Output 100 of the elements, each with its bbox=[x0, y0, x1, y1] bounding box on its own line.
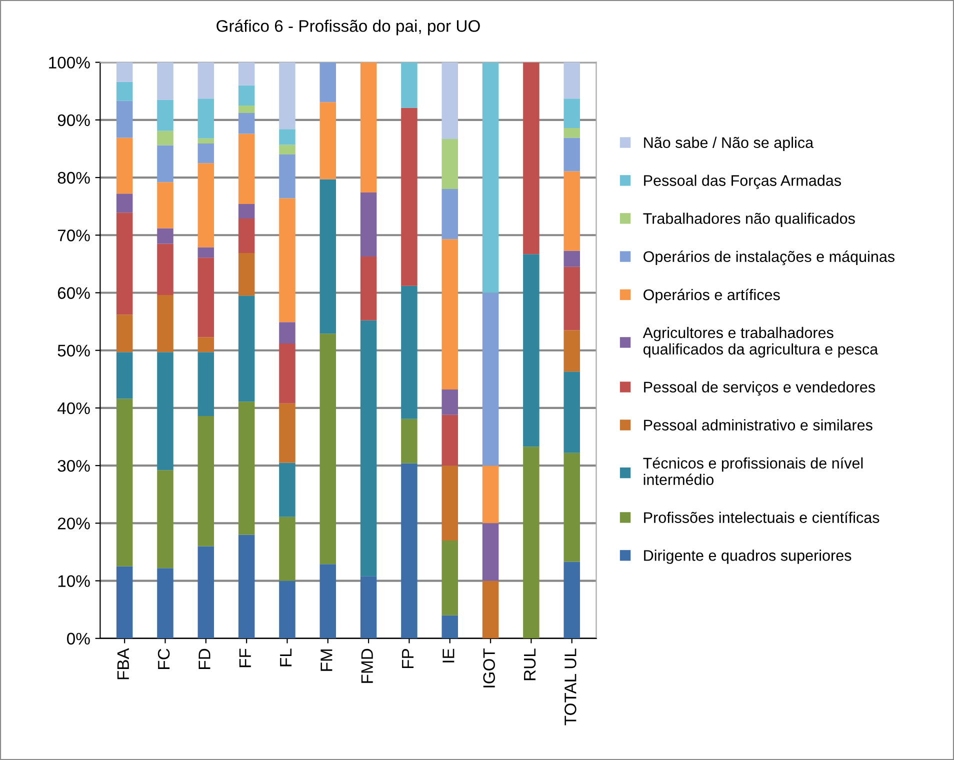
bar bbox=[401, 62, 418, 108]
legend-label: Profissões intelectuais e científicas bbox=[644, 512, 880, 523]
bar bbox=[116, 138, 133, 194]
y-tick-label: 80% bbox=[58, 172, 90, 184]
x-tick-label: FL bbox=[280, 648, 292, 666]
bar bbox=[320, 62, 336, 102]
bar bbox=[198, 337, 214, 352]
bar bbox=[157, 295, 174, 352]
x-tick-label: RUL bbox=[524, 648, 536, 680]
bar bbox=[279, 129, 296, 145]
bar bbox=[198, 258, 214, 338]
x-tick-label: FC bbox=[158, 648, 170, 669]
bar bbox=[116, 212, 133, 315]
bar bbox=[564, 138, 580, 172]
bar bbox=[564, 250, 580, 267]
bar bbox=[360, 62, 377, 193]
bar bbox=[238, 296, 255, 402]
bar bbox=[442, 189, 458, 240]
y-tick-label: 20% bbox=[58, 518, 90, 530]
x-tick-label: FP bbox=[402, 649, 414, 668]
legend-label: Agricultores e trabalhadores qualificados da agricultura e pesca bbox=[642, 326, 878, 358]
bar bbox=[482, 62, 499, 293]
chart-title: Gráfico 6 - Profissão do pai, por UO bbox=[216, 19, 480, 36]
y-tick-label: 100% bbox=[49, 56, 90, 69]
bar bbox=[401, 463, 418, 638]
bar bbox=[238, 402, 255, 535]
bar bbox=[360, 320, 377, 576]
y-tick-label: 90% bbox=[58, 114, 90, 126]
bar bbox=[279, 62, 296, 130]
bar bbox=[238, 113, 255, 134]
bar bbox=[442, 414, 458, 466]
legend-label: Pessoal das Forças Armadas bbox=[644, 174, 841, 190]
y-tick-label: 30% bbox=[58, 460, 90, 472]
bar bbox=[320, 102, 336, 180]
bar bbox=[523, 254, 540, 447]
bar bbox=[198, 352, 214, 416]
bar bbox=[157, 568, 174, 638]
bar bbox=[116, 566, 133, 638]
bar bbox=[564, 266, 580, 330]
bar bbox=[360, 256, 377, 320]
bar bbox=[279, 144, 296, 154]
y-tick-label: 60% bbox=[58, 287, 90, 299]
bar bbox=[116, 62, 133, 82]
bar bbox=[482, 580, 499, 638]
bar bbox=[116, 194, 133, 213]
x-tick-label: FM bbox=[320, 649, 332, 671]
x-tick-label: FD bbox=[198, 648, 210, 669]
legend-label: Não sabe / Não se aplica bbox=[644, 136, 814, 152]
x-tick-label: TOTAL UL bbox=[564, 648, 576, 726]
bar bbox=[157, 62, 174, 100]
bar bbox=[279, 516, 296, 581]
bar bbox=[279, 198, 296, 322]
x-tick-label: FBA bbox=[117, 648, 129, 680]
bar bbox=[320, 179, 336, 334]
bar bbox=[279, 322, 296, 344]
bar bbox=[401, 286, 418, 419]
bar bbox=[238, 85, 255, 106]
legend-label: Operários e artífices bbox=[644, 288, 780, 304]
bar bbox=[116, 82, 133, 101]
y-tick-label: 70% bbox=[58, 230, 90, 242]
legend-label: Operários de instalações e máquinas bbox=[644, 250, 895, 266]
bar bbox=[116, 314, 133, 352]
bar bbox=[279, 403, 296, 463]
bar bbox=[238, 534, 255, 638]
bar bbox=[320, 564, 336, 638]
bar bbox=[442, 390, 458, 415]
y-tick-label: 40% bbox=[57, 402, 90, 414]
bar bbox=[523, 62, 540, 254]
bar bbox=[482, 523, 499, 581]
bar bbox=[157, 182, 174, 228]
bar bbox=[198, 163, 214, 248]
bar bbox=[401, 418, 418, 464]
bar bbox=[482, 292, 499, 466]
bar bbox=[198, 98, 214, 138]
bar bbox=[157, 244, 174, 296]
bar bbox=[198, 416, 214, 546]
bar bbox=[564, 330, 580, 372]
legend-label: Pessoal de serviços e vendedores bbox=[644, 381, 875, 396]
bar bbox=[157, 470, 174, 568]
bar bbox=[198, 138, 214, 144]
bar bbox=[279, 580, 296, 638]
bar bbox=[564, 98, 580, 128]
bar bbox=[564, 171, 580, 251]
bar bbox=[360, 576, 377, 638]
bar bbox=[279, 154, 296, 198]
bar bbox=[116, 352, 133, 399]
y-tick-label: 10% bbox=[58, 575, 90, 587]
y-tick-label: 50% bbox=[58, 344, 90, 357]
bar bbox=[238, 62, 255, 86]
bar bbox=[564, 452, 580, 562]
bar bbox=[238, 106, 255, 114]
bar bbox=[198, 247, 214, 258]
bar bbox=[238, 253, 255, 296]
x-tick-label: FF bbox=[239, 648, 251, 668]
bar bbox=[198, 62, 214, 99]
bar bbox=[442, 466, 458, 540]
bar bbox=[442, 138, 458, 190]
x-tick-label: IGOT bbox=[483, 648, 495, 688]
bar bbox=[401, 108, 418, 286]
bar bbox=[320, 334, 336, 564]
